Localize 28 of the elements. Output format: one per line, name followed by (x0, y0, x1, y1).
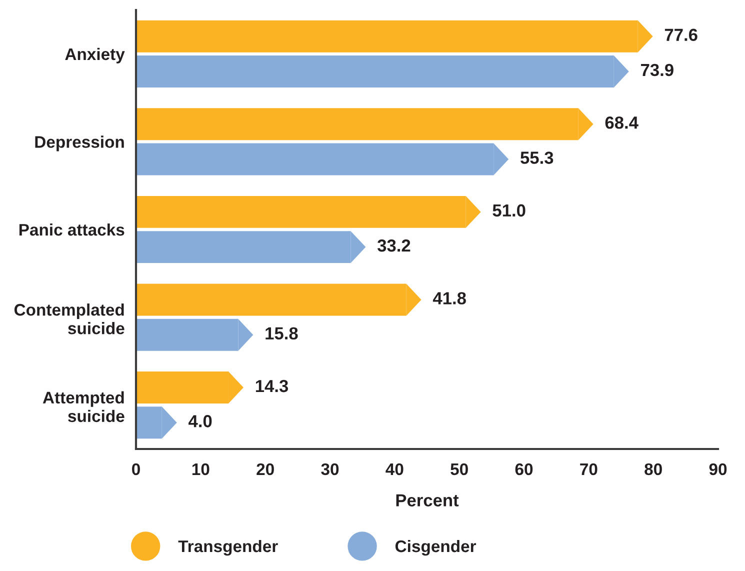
data-label: 4.0 (188, 415, 212, 428)
data-label: 77.6 (664, 28, 698, 41)
data-label: 73.9 (641, 64, 674, 76)
x-tick-label: 10 (192, 463, 210, 476)
x-tick-label: 30 (321, 463, 339, 476)
data-label: 51.0 (492, 204, 526, 217)
x-axis-title: Percent (396, 494, 459, 506)
y-tick-label: Panic attacks (19, 223, 124, 236)
y-tick-label: Attempted suicide (42, 391, 124, 422)
data-label: 33.2 (377, 239, 410, 252)
y-tick-label: Anxiety (65, 48, 125, 64)
x-tick-label: 80 (644, 463, 662, 476)
legend-label: Cisgender (395, 540, 476, 556)
data-label: 41.8 (432, 292, 466, 304)
data-label: 55.3 (520, 152, 554, 164)
x-tick-label: 60 (515, 463, 533, 476)
x-tick-label: 40 (386, 463, 404, 476)
y-tick-label: Contemplated suicide (14, 303, 124, 334)
x-tick-label: 0 (132, 463, 140, 476)
data-label: 14.3 (256, 380, 288, 392)
y-tick-label: Depression (35, 136, 124, 152)
x-tick-label: 20 (256, 463, 274, 476)
x-tick-label: 70 (580, 463, 598, 476)
x-tick-label: 50 (450, 463, 468, 476)
data-label: 68.4 (605, 116, 638, 129)
legend-label: Transgender (178, 540, 278, 556)
x-tick-label: 90 (709, 463, 727, 476)
data-label: 15.8 (266, 327, 298, 340)
